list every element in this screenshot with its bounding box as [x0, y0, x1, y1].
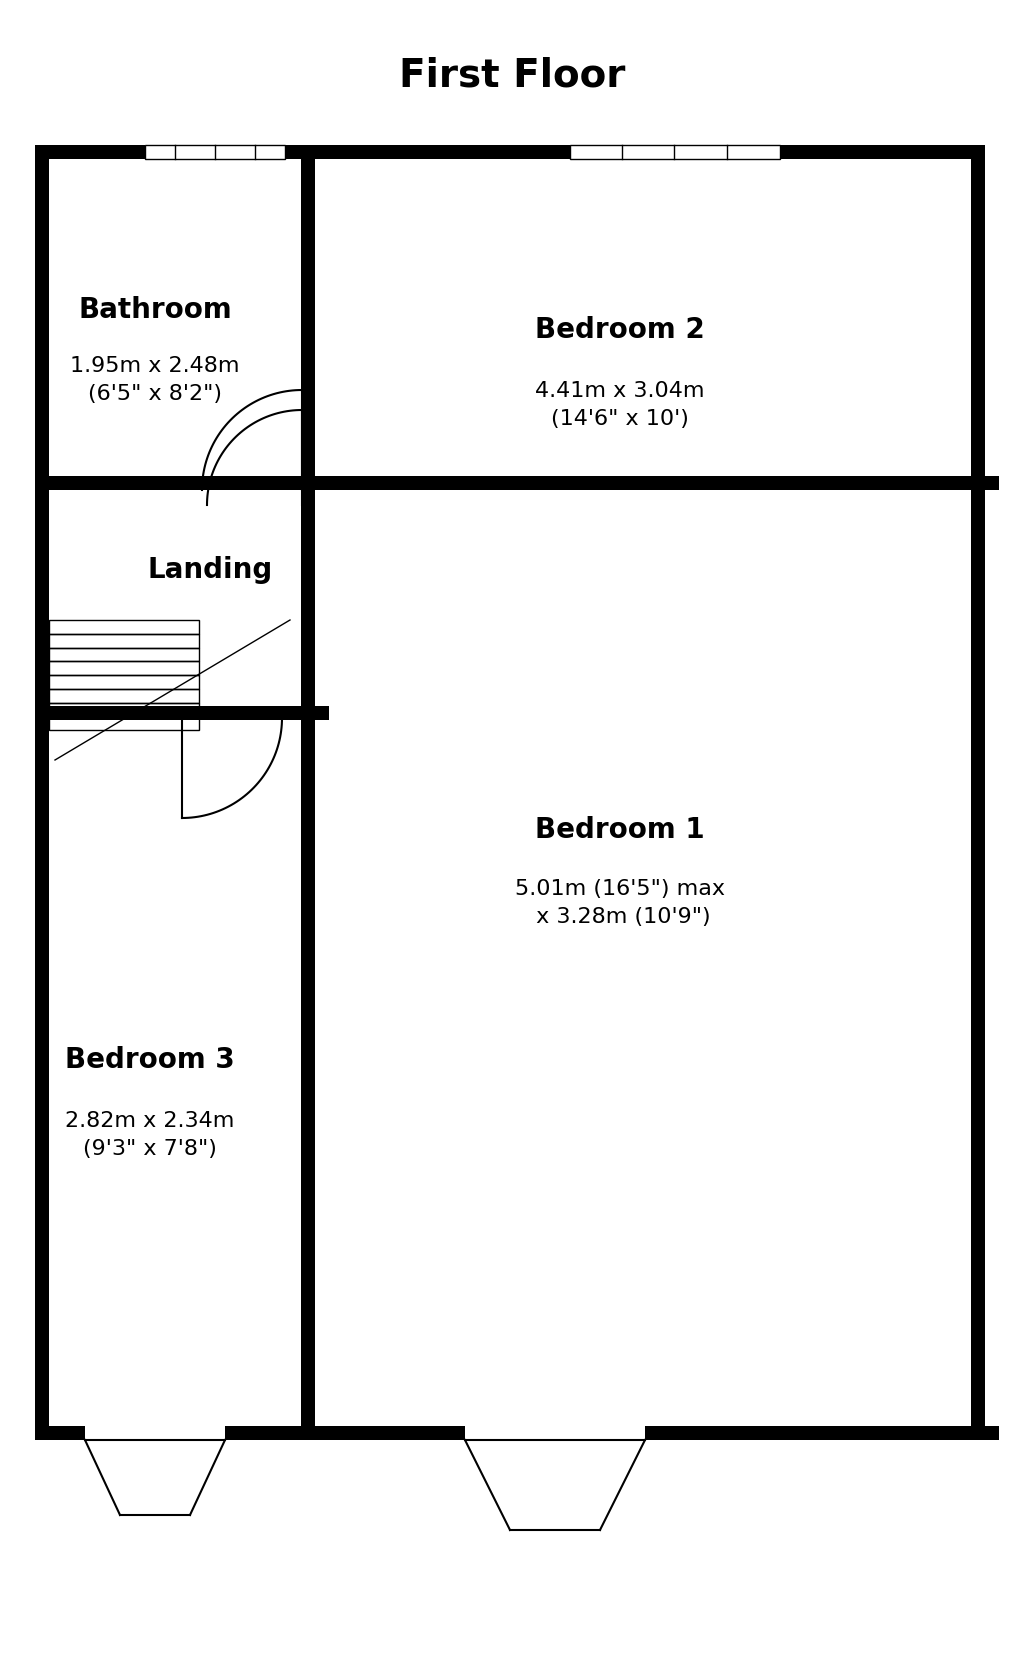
- Bar: [35, 1425, 315, 1441]
- Text: Bathroom: Bathroom: [78, 296, 231, 324]
- Bar: [35, 144, 49, 1441]
- Bar: [301, 144, 315, 504]
- Text: Landing: Landing: [147, 556, 272, 584]
- Bar: [49, 662, 199, 675]
- Bar: [85, 1425, 225, 1454]
- Bar: [49, 717, 199, 730]
- Bar: [49, 675, 199, 688]
- Bar: [145, 144, 285, 160]
- Bar: [35, 1425, 985, 1441]
- Bar: [35, 705, 329, 720]
- Text: Bedroom 1: Bedroom 1: [536, 816, 705, 845]
- Bar: [301, 490, 315, 589]
- Text: 5.01m (16'5") max
 x 3.28m (10'9"): 5.01m (16'5") max x 3.28m (10'9"): [515, 880, 725, 927]
- Bar: [49, 688, 199, 702]
- Bar: [145, 144, 285, 149]
- Bar: [35, 144, 985, 160]
- Bar: [145, 154, 285, 160]
- Text: 1.95m x 2.48m
(6'5" x 8'2"): 1.95m x 2.48m (6'5" x 8'2"): [71, 356, 240, 405]
- Text: Bedroom 3: Bedroom 3: [66, 1046, 234, 1075]
- Text: First Floor: First Floor: [398, 55, 626, 94]
- Bar: [971, 144, 985, 1441]
- Text: Bedroom 2: Bedroom 2: [536, 316, 705, 344]
- Bar: [145, 144, 285, 160]
- Bar: [301, 620, 315, 734]
- Bar: [35, 477, 315, 490]
- Bar: [301, 477, 315, 1441]
- Bar: [301, 720, 315, 1441]
- Bar: [49, 648, 199, 662]
- Bar: [301, 1425, 999, 1441]
- Bar: [49, 633, 199, 648]
- Bar: [49, 702, 199, 717]
- Bar: [301, 477, 999, 490]
- Bar: [570, 144, 780, 160]
- Bar: [49, 620, 199, 633]
- Bar: [570, 144, 780, 160]
- Text: 2.82m x 2.34m
(9'3" x 7'8"): 2.82m x 2.34m (9'3" x 7'8"): [66, 1111, 234, 1159]
- Bar: [214, 149, 216, 154]
- Bar: [145, 144, 285, 160]
- Bar: [465, 1425, 645, 1454]
- Text: 4.41m x 3.04m
(14'6" x 10'): 4.41m x 3.04m (14'6" x 10'): [536, 381, 705, 430]
- Bar: [145, 153, 285, 154]
- Bar: [145, 149, 285, 151]
